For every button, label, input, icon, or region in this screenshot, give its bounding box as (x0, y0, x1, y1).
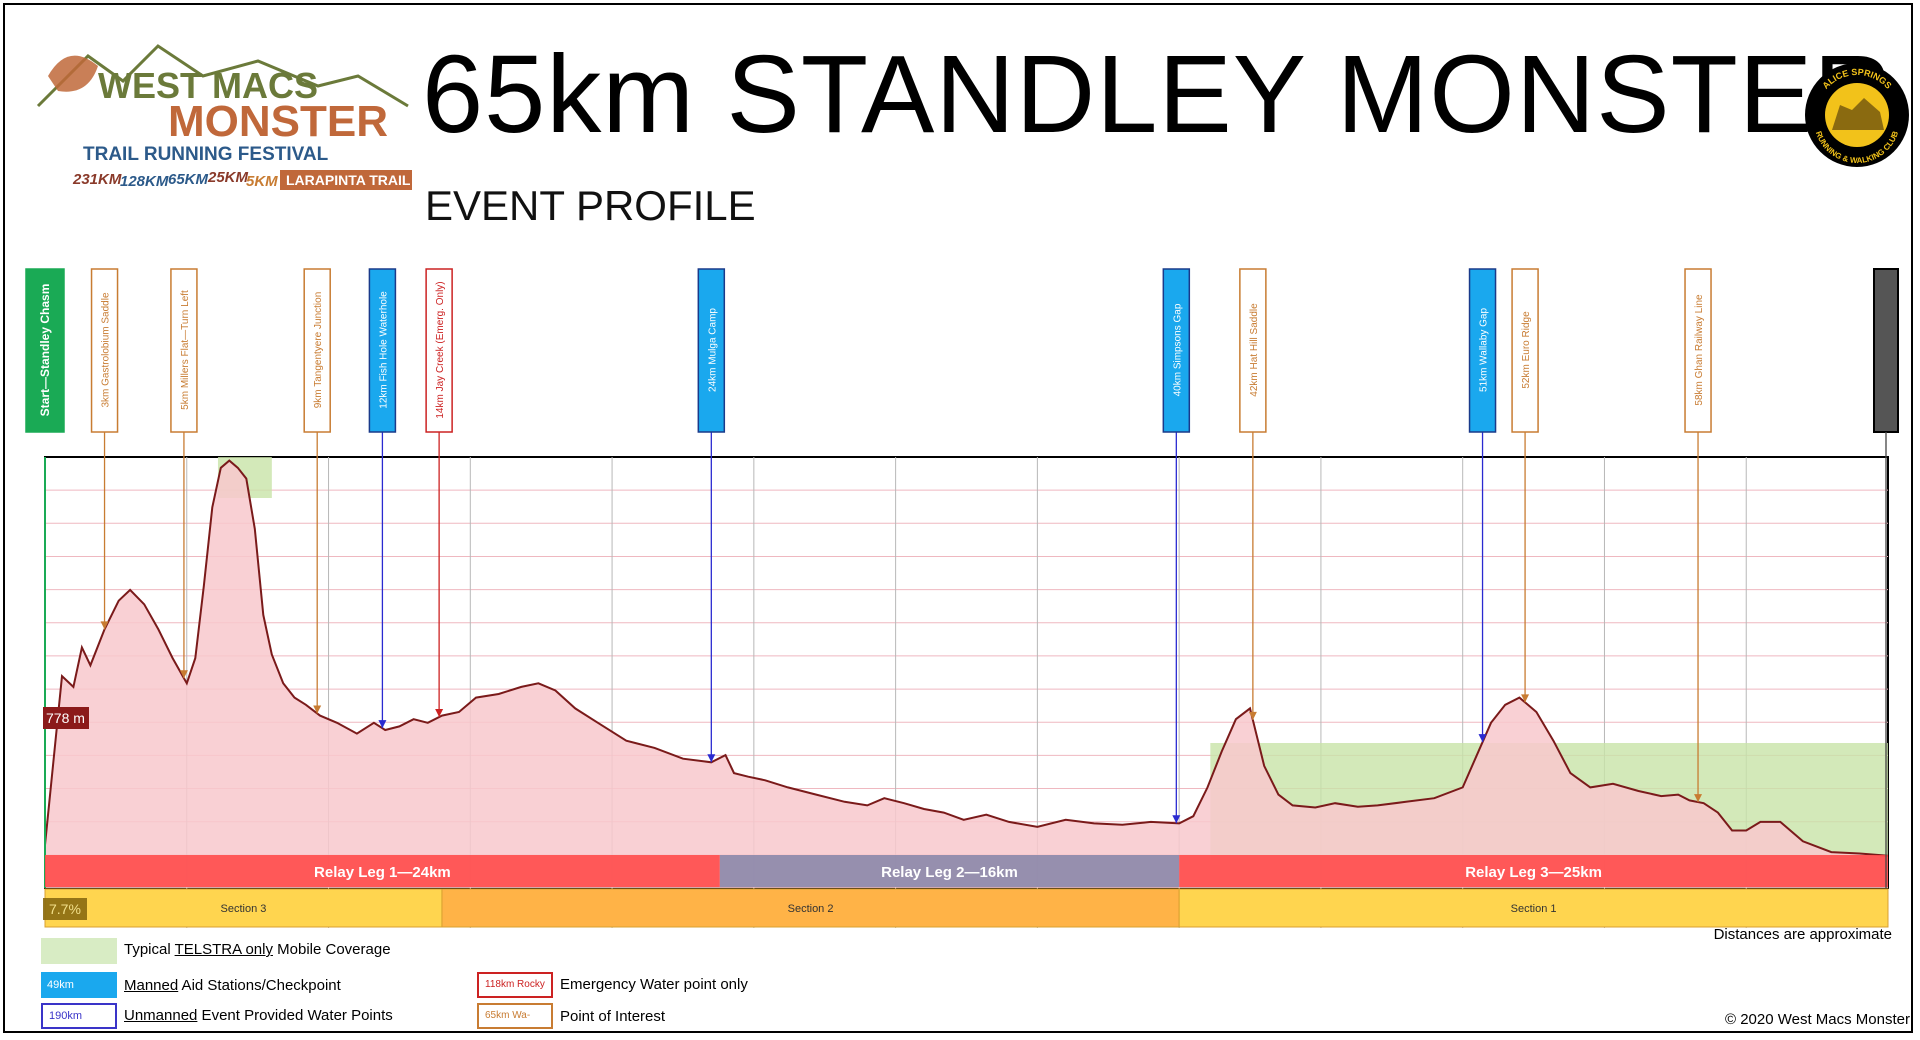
grade-label: 7.7% (49, 901, 81, 917)
marker-arrow-10 (1478, 734, 1487, 743)
marker-label-3: 5km Millers Flat—Turn Left (180, 290, 191, 410)
page-frame (3, 3, 1913, 1033)
legend-emergency-swatch: 118km Rocky (477, 972, 553, 998)
marker-arrow-2 (100, 621, 109, 630)
marker-label-2: 3km Gastrolobium Saddle (101, 292, 112, 407)
logo-dist-2: 128KM (120, 173, 169, 190)
marker-label-8: 40km Simpsons Gap (1172, 303, 1183, 396)
page-subtitle: EVENT PROFILE (425, 182, 756, 229)
marker-box-4 (303, 268, 331, 433)
marker-label-9: 42km Hat Hill Saddle (1249, 303, 1260, 397)
logo-dist-5: 5KM (246, 173, 278, 190)
section-label-1: Section 3 (221, 903, 267, 915)
finish-marker (1873, 268, 1899, 433)
page-title: 65km STANDLEY MONSTER (422, 33, 1894, 156)
marker-arrow-6 (435, 709, 444, 718)
legend-manned-swatch: 49km (41, 972, 117, 998)
marker-label-11: 52km Euro Ridge (1521, 311, 1532, 389)
marker-label-4: 9km Tangentyere Junction (313, 292, 324, 409)
marker-arrow-5 (378, 720, 387, 729)
marker-label-7: 24km Mulga Camp (707, 308, 718, 392)
relay-leg-2 (719, 855, 1180, 887)
elevation-label: 778 m (46, 710, 85, 726)
marker-label-1: Start—Standley Chasm (38, 284, 52, 417)
logo-line3: TRAIL RUNNING FESTIVAL (83, 144, 329, 165)
marker-arrow-3 (179, 670, 188, 679)
copyright: © 2020 West Macs Monster (1724, 1011, 1910, 1028)
alice-springs-club-logo: ALICE SPRINGS RUNNING & WALKING CLUB (1805, 63, 1909, 167)
marker-arrow-4 (313, 705, 322, 714)
logo-dist-4: 25KM (207, 169, 249, 186)
section-label-2: Section 2 (788, 903, 834, 915)
marker-box-8 (1162, 268, 1191, 433)
logo-trail: LARAPINTA TRAIL (286, 172, 411, 188)
logo-line1: WEST MACS (98, 65, 318, 106)
marker-label-6: 14km Jay Creek (Emerg. Only) (435, 281, 446, 418)
marker-arrow-12 (1694, 794, 1703, 803)
marker-box-11 (1511, 268, 1539, 433)
marker-arrow-8 (1172, 815, 1181, 824)
marker-box-1 (25, 268, 65, 433)
marker-box-10 (1468, 268, 1497, 433)
relay-leg-1 (45, 855, 720, 887)
grade-label-box (43, 898, 87, 920)
marker-box-12 (1684, 268, 1712, 433)
marker-box-5 (368, 268, 397, 433)
marker-label-5: 12km Fish Hole Waterhole (378, 291, 389, 409)
logo-dist-3: 65KM (168, 171, 209, 188)
legend-poi-label: Point of Interest (560, 1008, 666, 1025)
elevation-label-box (43, 707, 89, 729)
relay-leg-label-1: Relay Leg 1—24km (314, 864, 451, 881)
legend-coverage-swatch (41, 938, 117, 964)
legend-coverage-label: Typical TELSTRA only Mobile Coverage (124, 941, 391, 958)
section-band-3 (1178, 888, 1889, 928)
section-band-2 (441, 888, 1180, 928)
logo-dist-1: 231KM (72, 171, 122, 188)
marker-label-12: 58km Ghan Railway Line (1694, 294, 1705, 406)
marker-label-10: 51km Wallaby Gap (1479, 308, 1490, 393)
marker-box-2 (90, 268, 119, 433)
relay-leg-3 (1179, 855, 1888, 887)
marker-box-9 (1239, 268, 1267, 433)
legend-unmanned-label: Unmanned Event Provided Water Points (124, 1007, 393, 1024)
distances-note: Distances are approximate (1713, 926, 1892, 943)
legend-unmanned-swatch: 190km (41, 1003, 117, 1029)
relay-leg-label-3: Relay Leg 3—25km (1465, 864, 1602, 881)
marker-box-3 (170, 268, 198, 433)
marker-box-6 (425, 268, 453, 433)
legend-poi-swatch: 65km Wa- (477, 1003, 553, 1029)
profile-line (44, 459, 1889, 857)
profile-area (45, 460, 1888, 888)
marker-box-7 (697, 268, 726, 433)
marker-arrow-7 (707, 754, 716, 763)
legend-emergency-label: Emergency Water point only (560, 976, 748, 993)
legend-manned-label: Manned Aid Stations/Checkpoint (124, 977, 341, 994)
marker-arrow-11 (1521, 694, 1530, 703)
section-label-3: Section 1 (1511, 903, 1557, 915)
logo-line2: MONSTER (168, 97, 388, 146)
west-macs-monster-logo: WEST MACS MONSTER TRAIL RUNNING FESTIVAL… (36, 44, 412, 190)
marker-arrow-9 (1248, 711, 1257, 720)
relay-leg-label-2: Relay Leg 2—16km (881, 864, 1018, 881)
